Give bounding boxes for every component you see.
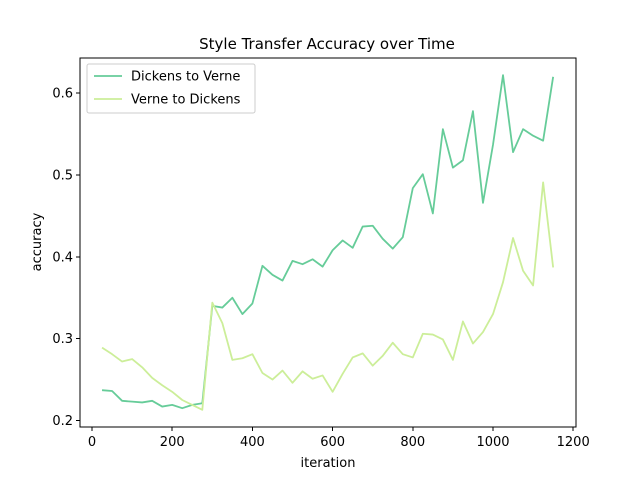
series-line-1: [101, 74, 555, 410]
x-tick-label: 1200: [557, 435, 590, 450]
y-tick-label: 0.4: [52, 250, 73, 265]
y-tick-label: 0.2: [52, 414, 73, 429]
x-axis: 0 200 400 600 800 1000 1200: [88, 427, 590, 450]
series-line-2: [101, 181, 555, 411]
x-tick-label: 200: [160, 435, 185, 450]
x-tick-label: 0: [88, 435, 96, 450]
plot-area: [101, 74, 555, 411]
x-tick-label: 800: [400, 435, 425, 450]
legend-label-2: Verne to Dickens: [131, 93, 241, 108]
plot-frame: [79, 57, 577, 428]
legend: Dickens to Verne Verne to Dickens: [86, 63, 256, 114]
y-axis: 0.2 0.3 0.4 0.5 0.6: [52, 87, 80, 429]
y-tick-label: 0.3: [52, 332, 73, 347]
y-axis-label: accuracy: [30, 212, 45, 271]
legend-label-1: Dickens to Verne: [131, 70, 240, 85]
x-tick-label: 400: [240, 435, 265, 450]
legend-box: [86, 63, 256, 114]
x-tick-label: 1000: [476, 435, 509, 450]
y-tick-label: 0.6: [52, 87, 73, 102]
chart-title: Style Transfer Accuracy over Time: [199, 35, 455, 53]
x-axis-label: iteration: [301, 456, 356, 471]
x-tick-label: 600: [320, 435, 345, 450]
y-tick-label: 0.5: [52, 169, 73, 184]
